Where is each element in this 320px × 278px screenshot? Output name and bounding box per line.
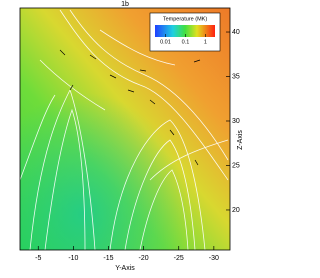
- colorbar-tick-label: 1: [204, 39, 207, 45]
- plot-frame: [19, 7, 231, 251]
- y-tick-label: 35: [232, 73, 240, 80]
- x-tick-label: -10: [68, 255, 78, 262]
- flow-arrows: [59, 49, 201, 166]
- x-tick-label: -30: [209, 255, 219, 262]
- y-axis-label: Z-Axis: [237, 130, 244, 150]
- chart-title: 1b: [121, 1, 129, 8]
- streamlines: [19, 9, 229, 251]
- colorbar-gradient: [155, 25, 215, 37]
- y-tick-label: 30: [232, 118, 240, 125]
- x-tick-label: -5: [35, 255, 41, 262]
- colorbar: Temperature (MK): [149, 12, 221, 52]
- y-tick-label: 40: [232, 29, 240, 36]
- y-tick-label: 20: [232, 207, 240, 214]
- x-tick-label: -20: [139, 255, 149, 262]
- colorbar-tick-label: 0.01: [160, 39, 171, 45]
- chart: Temperature (MK) 1b Y-Axis Z-Axis -5 -10 -…: [19, 1, 244, 272]
- x-axis-label: Y-Axis: [115, 265, 135, 272]
- x-tick-label: -15: [103, 255, 113, 262]
- y-tick-label: 25: [232, 162, 240, 169]
- x-tick-label: -25: [174, 255, 184, 262]
- colorbar-label: Temperature (MK): [163, 16, 207, 22]
- colorbar-tick-label: 0.1: [182, 39, 190, 45]
